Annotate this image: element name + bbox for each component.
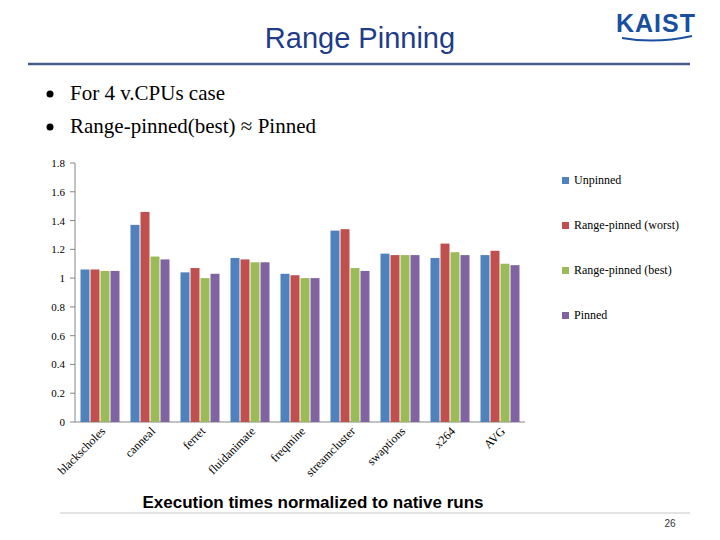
bar [351,268,360,422]
bar [331,231,340,422]
bar [441,244,450,422]
bar [381,254,390,422]
bar [311,278,320,422]
y-tick-label: 0.6 [51,330,65,342]
y-tick-label: 1.2 [51,243,65,255]
bars [81,212,520,422]
y-tick-label: 0.4 [51,358,65,370]
y-tick [70,364,75,365]
legend-swatch [562,267,569,274]
bar [191,268,200,422]
bullet-dot [47,91,54,98]
bar [511,265,520,422]
y-tick [70,191,75,192]
bar [411,255,420,422]
slide: Range Pinning KAIST For 4 v.CPUs case Range… [0,0,720,540]
y-tick-label: 1.4 [51,215,65,227]
legend-label: Unpinned [574,173,621,187]
bullet-dot [47,124,54,131]
bar [391,255,400,422]
y-tick [70,335,75,336]
y-tick [70,163,75,164]
bar [201,278,210,422]
y-tick [70,220,75,221]
legend-swatch [562,222,569,229]
x-tick-label: swaptions [364,424,408,468]
x-tick-label: ferret [180,424,209,453]
y-tick [70,393,75,394]
bar [461,255,470,422]
bar [491,251,500,422]
y-tick-label: 1 [60,272,66,284]
legend-label: Range-pinned (worst) [574,218,679,232]
bar [181,272,190,422]
x-tick-label: fluidanimate [205,424,258,477]
bar [141,212,150,422]
bar [241,259,250,422]
bar [251,262,260,422]
x-tick-label: canneal [122,424,158,460]
bar [101,271,110,422]
slide-canvas: Range Pinning KAIST For 4 v.CPUs case Range… [0,0,720,540]
y-tick-label: 0.8 [51,301,65,313]
bar [261,262,270,422]
chart: 0 0.2 0.4 0.6 0.8 1 1.2 1.4 1.6 1.8 blackscholes ca… [51,157,679,479]
bullet-text: For 4 v.CPUs case [70,81,225,105]
legend-label: Range-pinned (best) [574,263,672,277]
y-tick [70,422,75,423]
legend-label: Pinned [574,308,607,322]
bar [91,269,100,422]
y-tick-label: 1.8 [51,157,65,169]
bar [211,274,220,422]
y-tick-label: 1.6 [51,186,65,198]
bar [231,258,240,422]
bar [431,258,440,422]
footer-rule [60,513,690,514]
bar [131,225,140,422]
bar [161,259,170,422]
bar [301,278,310,422]
page-number: 26 [664,518,676,529]
bar [401,255,410,422]
bar [111,271,120,422]
slide-title: Range Pinning [265,22,455,54]
bar [361,271,370,422]
x-tick-label: blackscholes [55,424,108,477]
logo: KAIST [616,9,696,37]
y-tick [70,249,75,250]
y-axis [75,163,76,422]
x-tick-label: AVG [481,424,508,451]
bar [481,255,490,422]
bar [451,252,460,422]
caption: Execution times normalized to native run… [142,493,483,512]
bar [81,269,90,422]
bar [151,257,160,422]
bar [281,274,290,422]
bullet-text: Range-pinned(best) ≈ Pinned [70,114,316,138]
bar [341,229,350,422]
bar [291,275,300,422]
legend-swatch [562,177,569,184]
header-rule [28,63,690,66]
y-tick-label: 0 [60,416,66,428]
x-tick-label: x264 [431,424,458,451]
x-tick-label: freqmine [268,424,309,465]
y-tick-label: 0.2 [51,387,65,399]
x-tick-label: streamcluster [303,424,358,479]
y-tick [70,278,75,279]
bar [501,264,510,422]
y-tick [70,306,75,307]
legend-swatch [562,312,569,319]
logo-swoosh [622,36,692,41]
